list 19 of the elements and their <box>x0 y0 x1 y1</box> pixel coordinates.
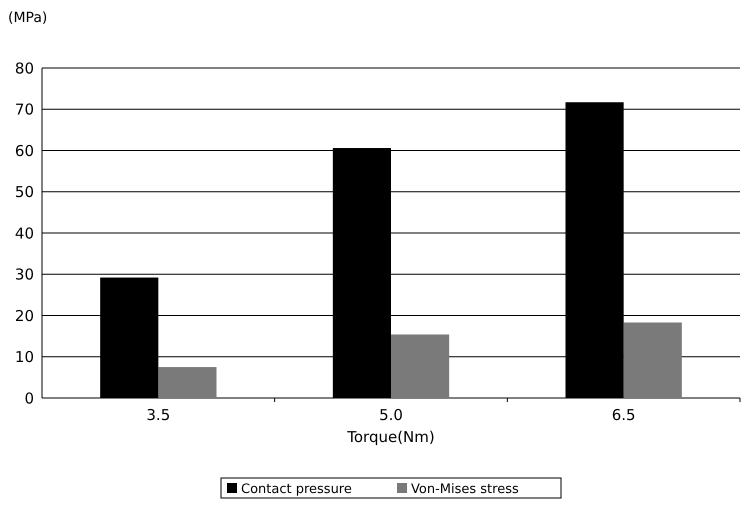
y-tick-label: 0 <box>24 389 34 408</box>
y-tick-label: 40 <box>14 224 34 242</box>
y-tick-label: 10 <box>14 348 34 366</box>
y-axis-title: (MPa) <box>8 10 48 26</box>
x-tick-label: 5.0 <box>379 406 403 424</box>
bar <box>391 334 450 398</box>
y-tick-label: 30 <box>14 266 34 284</box>
y-tick-label: 70 <box>14 100 34 118</box>
x-tick-label: 3.5 <box>146 406 170 424</box>
y-tick-label: 80 <box>14 59 34 78</box>
y-tick-label: 60 <box>14 142 34 160</box>
y-tick-label: 20 <box>14 306 34 325</box>
x-tick-label: 6.5 <box>612 406 636 424</box>
legend-label: Contact pressure <box>241 482 352 497</box>
bar <box>158 367 216 398</box>
x-axis-title: Torque(Nm) <box>346 428 435 446</box>
y-tick-label: 50 <box>14 183 34 201</box>
bar <box>624 322 682 398</box>
legend-label: Von-Mises stress <box>411 482 519 497</box>
